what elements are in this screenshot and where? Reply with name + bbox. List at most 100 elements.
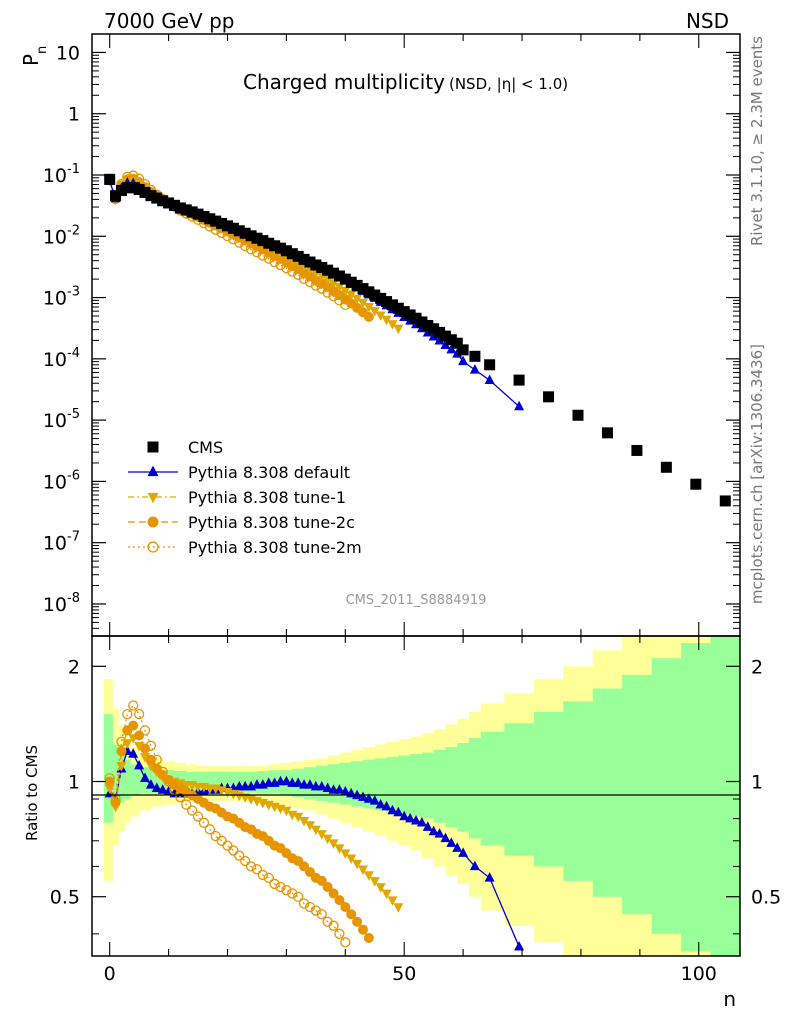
ratio-point <box>140 753 151 763</box>
main-plot-series <box>104 170 731 507</box>
cms-data-point <box>210 215 222 227</box>
ratio-point <box>128 700 139 711</box>
cms-data-point <box>398 306 410 318</box>
cms-data-point <box>221 220 233 232</box>
ratio-point <box>298 898 310 909</box>
cms-data-point <box>457 344 469 356</box>
ratio-tick-label-left: 1 <box>68 772 80 794</box>
x-tick-label: 0 <box>104 963 116 985</box>
ratio-point <box>393 903 404 913</box>
ratio-tick-label-right: 2 <box>751 656 763 678</box>
cms-data-point <box>434 326 446 338</box>
ratio-point <box>222 840 233 851</box>
y-tick-label: 10-8 <box>43 591 80 616</box>
ratio-point <box>104 773 115 784</box>
ratio-point <box>140 772 151 782</box>
legend-marker <box>147 516 159 528</box>
cms-data-point <box>410 312 422 324</box>
ratio-point <box>181 799 192 810</box>
cms-data-point <box>186 206 198 218</box>
cms-data-point <box>145 190 157 202</box>
ratio-point <box>322 834 333 845</box>
data-point <box>375 311 386 322</box>
ratio-point <box>405 812 416 823</box>
data-point <box>469 364 480 374</box>
ratio-point <box>316 780 327 791</box>
ratio-tick-label-left: 2 <box>68 656 80 678</box>
ratio-point <box>299 816 310 827</box>
ratio-point <box>228 845 239 856</box>
legend-item: Pythia 8.308 tune-2c <box>128 513 355 532</box>
cms-data-point <box>439 330 451 342</box>
ratio-point <box>357 924 368 935</box>
data-point <box>369 307 380 317</box>
ratio-point <box>352 916 363 927</box>
ratio-point <box>346 909 357 920</box>
cms-data-point <box>451 337 463 349</box>
ratio-point <box>484 872 495 882</box>
cms-data-point <box>292 250 304 262</box>
ratio-point <box>175 792 186 803</box>
ratio-point <box>234 850 245 861</box>
ratio-point <box>151 782 162 793</box>
ratio-point <box>357 865 368 875</box>
cms-data-point <box>375 292 387 304</box>
cms-data-point <box>157 195 169 207</box>
green-band-bin <box>362 759 376 809</box>
ratio-point <box>210 830 221 842</box>
ratio-point <box>434 828 445 838</box>
ratio-point <box>145 779 156 789</box>
cms-data-point <box>227 222 239 234</box>
mcplots-label: mcplots.cern.ch [arXiv:1306.3436] <box>748 344 766 604</box>
ratio-point <box>145 740 157 751</box>
ratio-point <box>163 776 174 787</box>
cms-data-point <box>121 182 133 194</box>
legend-label: CMS <box>188 438 223 457</box>
ratio-point <box>340 937 351 948</box>
ratio-point <box>422 821 433 831</box>
cms-data-point <box>204 213 216 225</box>
ratio-point <box>369 795 380 805</box>
cms-data-point <box>168 199 180 211</box>
ratio-point <box>381 800 392 811</box>
y-tick-label: 10-5 <box>43 407 80 432</box>
cms-data-point <box>322 264 334 276</box>
ratio-point <box>293 891 304 902</box>
cms-data-point <box>127 182 139 194</box>
ratio-point <box>116 746 127 757</box>
ratio-point <box>133 708 145 720</box>
data-point <box>434 335 445 345</box>
header-left: 7000 GeV pp <box>104 9 235 33</box>
ratio-point <box>322 882 333 893</box>
green-band-bin <box>469 737 482 839</box>
ratio-point <box>363 871 374 881</box>
cms-data-point <box>469 350 481 362</box>
legend-item: Pythia 8.308 default <box>128 463 350 482</box>
cms-data-point <box>357 283 369 295</box>
ratio-point <box>399 810 410 821</box>
green-band-bin <box>710 636 740 956</box>
ratio-point <box>328 920 339 931</box>
ratio-point <box>304 901 316 913</box>
cms-data-point <box>110 190 122 202</box>
ratio-point <box>293 777 304 787</box>
data-point <box>440 339 451 349</box>
legend: CMS Pythia 8.308 default Pythia 8.308 tune… <box>128 438 362 557</box>
legend-item: CMS <box>147 438 223 457</box>
ratio-point <box>328 839 339 849</box>
ratio-ylabel: Ratio to CMS <box>23 745 41 841</box>
data-point <box>328 279 339 289</box>
ratio-point <box>316 909 327 920</box>
legend-label: Pythia 8.308 tune-2c <box>188 513 355 532</box>
cms-data-point <box>192 208 204 220</box>
green-band-bin <box>563 701 594 881</box>
cms-data-point <box>351 279 363 291</box>
green-band-bin <box>386 756 399 813</box>
cms-data-point <box>543 391 555 403</box>
ratio-point <box>340 786 351 796</box>
cms-data-point <box>484 359 496 371</box>
data-point <box>514 400 525 411</box>
main-series-cms <box>104 173 731 507</box>
cms-data-point <box>386 299 398 311</box>
